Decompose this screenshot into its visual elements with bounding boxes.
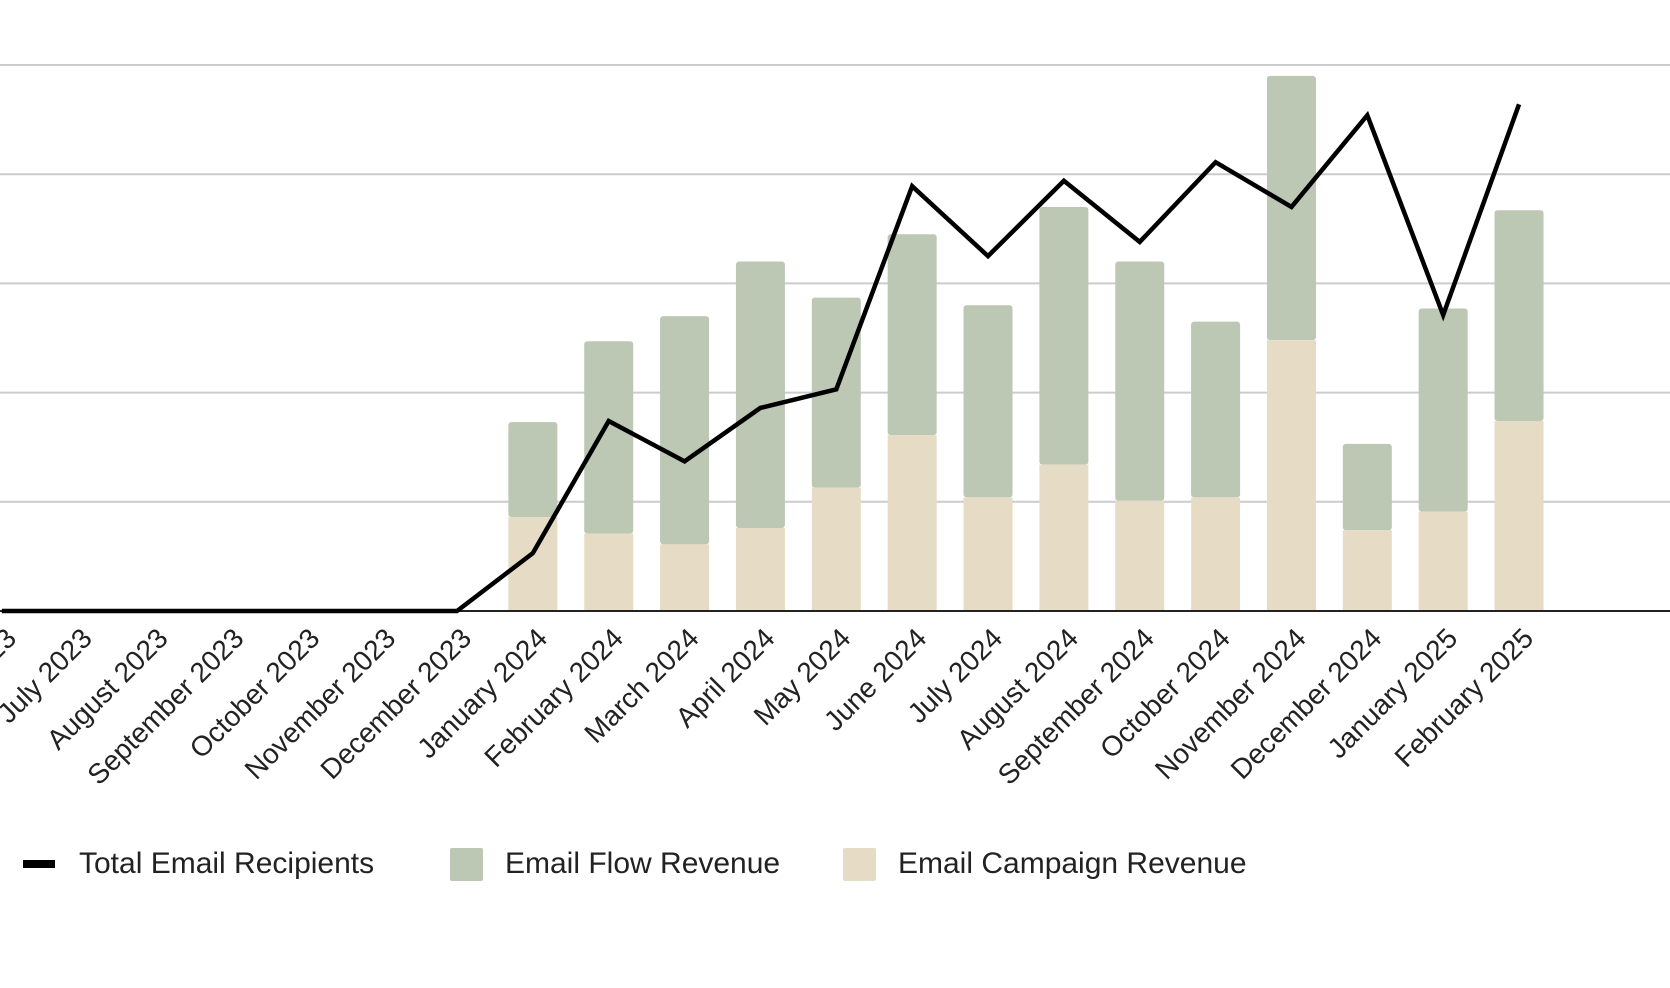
bar-email-campaign-revenue (811, 487, 861, 611)
legend-item-email-campaign-revenue[interactable]: Email Campaign Revenue (843, 847, 1247, 881)
legend-swatch (843, 847, 876, 881)
bar-email-campaign-revenue (887, 435, 937, 611)
bar-email-flow-revenue (1494, 210, 1544, 421)
recipients-line-layer (1, 103, 1522, 614)
x-tick-label: February 2025 (1389, 622, 1540, 773)
bar-email-campaign-revenue (1266, 340, 1316, 611)
bar-email-campaign-revenue (1039, 464, 1089, 611)
bar-email-campaign-revenue (1115, 500, 1165, 611)
bar-email-flow-revenue (887, 234, 937, 436)
x-tick-label: October 2023 (184, 622, 326, 764)
legend-item-total-email-recipients[interactable]: Total Email Recipients (23, 847, 374, 881)
bar-email-flow-revenue (1039, 206, 1089, 465)
bar-email-flow-revenue (811, 297, 861, 488)
x-tick-label: October 2024 (1094, 622, 1236, 764)
bar-email-flow-revenue (963, 305, 1013, 498)
legend-label: Email Campaign Revenue (898, 847, 1247, 880)
bars (508, 75, 1544, 611)
bar-email-flow-revenue (1342, 443, 1392, 531)
bar-email-campaign-revenue (1342, 530, 1392, 611)
bar-email-flow-revenue (1115, 261, 1165, 501)
x-tick-label: January 2025 (1322, 622, 1464, 764)
bar-email-campaign-revenue (584, 533, 634, 611)
bar-email-campaign-revenue (1418, 511, 1468, 611)
bar-email-flow-revenue (508, 422, 558, 518)
bar-email-campaign-revenue (735, 528, 785, 611)
bar-email-campaign-revenue (1191, 497, 1241, 611)
bar-email-flow-revenue (735, 261, 785, 529)
bar-email-campaign-revenue (660, 544, 710, 611)
bar-email-flow-revenue (1418, 308, 1468, 512)
bar-email-flow-revenue (584, 341, 634, 534)
legend-label: Total Email Recipients (79, 847, 375, 880)
bar-email-flow-revenue (1191, 321, 1241, 498)
bar-email-campaign-revenue (1494, 420, 1544, 611)
legend-item-email-flow-revenue[interactable]: Email Flow Revenue (450, 847, 780, 881)
legend-line-swatch (23, 860, 55, 868)
legend-swatch (450, 847, 483, 881)
bar-email-campaign-revenue (963, 497, 1013, 611)
x-tick-label: January 2024 (411, 622, 553, 764)
bar-email-flow-revenue (660, 316, 710, 545)
legend-label: Email Flow Revenue (505, 847, 781, 880)
